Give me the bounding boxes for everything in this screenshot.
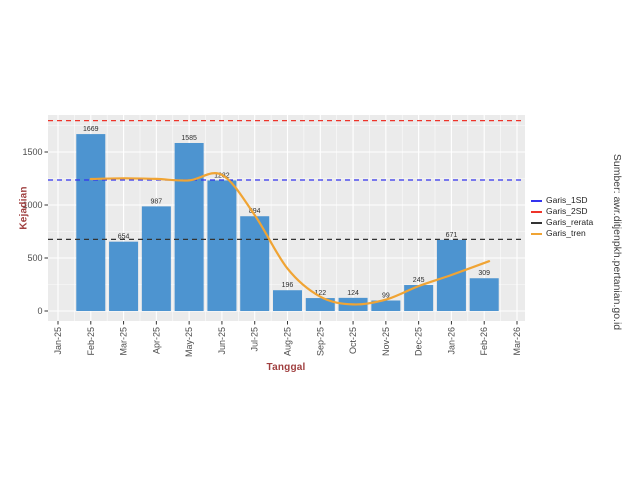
legend-label: Garis_rerata — [546, 217, 594, 227]
x-tick-label: Nov-25 — [381, 327, 391, 356]
trend-line — [89, 172, 491, 306]
x-tick-label: May-25 — [184, 327, 194, 357]
x-tick-label: Oct-25 — [348, 327, 358, 354]
source-note: Sumber: awr.ditjenpkh.pertanian.go.id — [611, 153, 623, 331]
bar-value-label: 987 — [151, 198, 163, 205]
bar — [76, 134, 106, 311]
legend-entry-garis_rerata: Garis_rerata — [531, 218, 593, 227]
x-tick-label: Feb-25 — [86, 327, 96, 356]
x-tick-label: Jan-26 — [446, 327, 456, 355]
legend-label: Garis_tren — [546, 228, 586, 238]
x-tick-label: Mar-26 — [512, 327, 522, 356]
x-tick-label: Jul-25 — [250, 327, 260, 352]
bar — [305, 298, 335, 311]
y-tick-label: 0 — [37, 306, 42, 316]
bar — [141, 206, 171, 311]
y-tick-label: 500 — [27, 253, 42, 263]
y-tick-label: 1500 — [22, 147, 42, 157]
legend: Garis_1SD Garis_2SD Garis_rerata Garis_tren — [531, 196, 593, 238]
legend-entry-garis_2sd: Garis_2SD — [531, 207, 593, 216]
bar-value-label: 654 — [118, 234, 130, 241]
bar-value-label: 1669 — [83, 126, 99, 133]
bar-value-label: 894 — [249, 208, 261, 215]
bar — [371, 300, 401, 311]
bar — [272, 290, 302, 311]
x-tick-label: Apr-25 — [151, 327, 161, 354]
bar-value-label: 309 — [478, 270, 490, 277]
bar-value-label: 245 — [413, 277, 425, 284]
x-tick-label: Jun-25 — [217, 327, 227, 355]
solid-line-key-icon — [531, 232, 542, 235]
y-tick-label: 1000 — [22, 200, 42, 210]
bar — [469, 278, 499, 311]
bar-value-label: 1585 — [181, 135, 197, 142]
legend-label: Garis_2SD — [546, 206, 588, 216]
legend-entry-garis_1sd: Garis_1SD — [531, 196, 593, 205]
x-tick-label: Aug-25 — [282, 327, 292, 356]
x-tick-label: Sep-25 — [315, 327, 325, 356]
bar-value-label: 196 — [282, 282, 294, 289]
dashed-line-key-icon — [531, 221, 542, 224]
bar — [109, 241, 139, 311]
x-axis-title: Tanggal — [266, 362, 306, 373]
bar-value-label: 671 — [446, 232, 458, 239]
legend-label: Garis_1SD — [546, 195, 588, 205]
bar — [404, 285, 434, 311]
bar-value-label: 124 — [347, 290, 359, 297]
bar-value-label: 122 — [314, 290, 326, 297]
dashed-line-key-icon — [531, 199, 542, 202]
x-tick-label: Feb-26 — [479, 327, 489, 356]
y-axis-title: Kejadian — [18, 186, 30, 230]
dashed-line-key-icon — [531, 210, 542, 213]
bar-value-label: 99 — [382, 293, 390, 300]
x-tick-label: Jan-25 — [53, 327, 63, 355]
x-tick-label: Dec-25 — [414, 327, 424, 356]
bar — [207, 180, 237, 311]
legend-entry-garis_tren: Garis_tren — [531, 229, 593, 238]
x-tick-label: Mar-25 — [119, 327, 129, 356]
bar — [174, 142, 204, 311]
